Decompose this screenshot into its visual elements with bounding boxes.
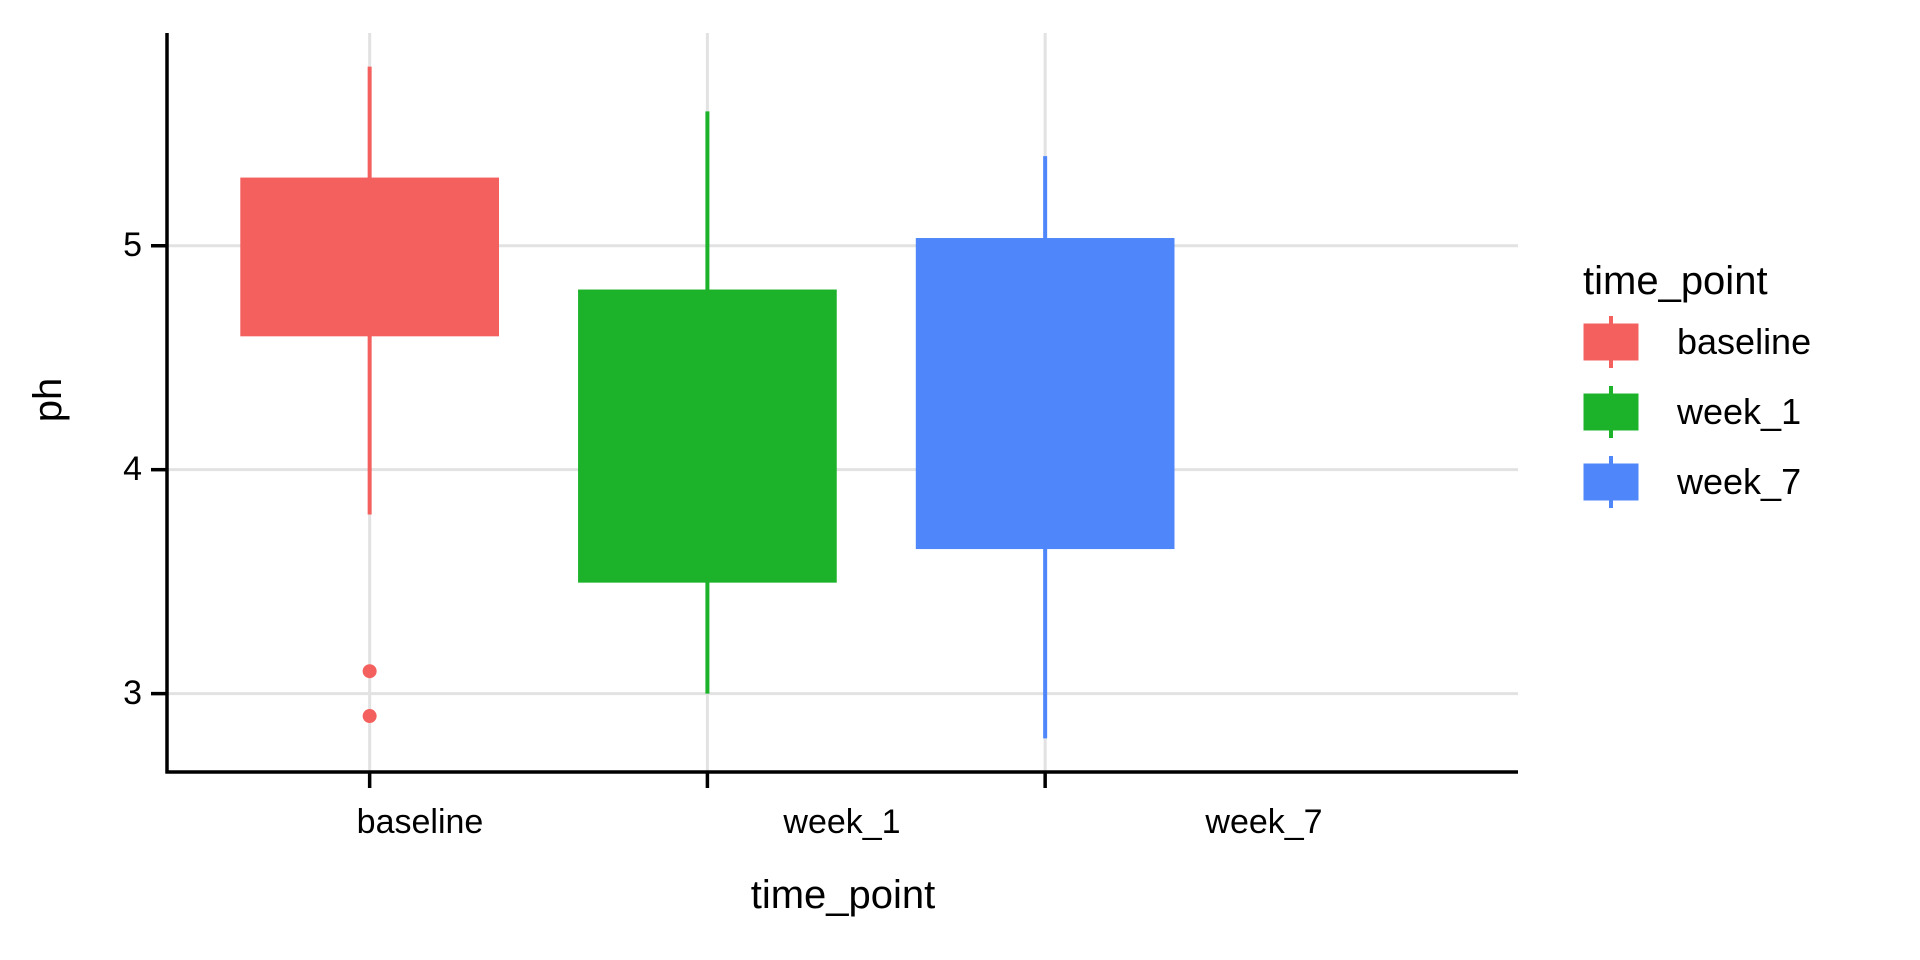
- legend-title: time_point: [1583, 259, 1768, 303]
- legend-item-baseline: baseline: [1583, 307, 1913, 377]
- x-tick-label-week-1: week_1: [783, 803, 901, 841]
- boxplot-key-icon: [1583, 386, 1639, 438]
- outlier-baseline-3.1: [362, 664, 377, 679]
- boxplot-key-icon: [1583, 316, 1639, 368]
- x-tick-label-baseline: baseline: [356, 803, 484, 841]
- box-week_1: [578, 289, 837, 583]
- outlier-baseline-2.9: [362, 709, 377, 724]
- y-axis-title: ph: [26, 377, 70, 423]
- x-axis-title: time_point: [750, 873, 936, 917]
- legend-label-week-7: week_7: [1677, 461, 1802, 502]
- legend-label-baseline: baseline: [1677, 321, 1812, 362]
- boxplot-key-icon: [1583, 456, 1639, 508]
- legend-item-week-1: week_1: [1583, 377, 1913, 447]
- y-tick-label-4: 4: [123, 450, 142, 488]
- x-tick-label-week-7: week_7: [1205, 803, 1323, 841]
- legend: time_point baseline week_1 week_7: [1583, 255, 1913, 517]
- box-baseline: [240, 177, 499, 337]
- box-week_7: [915, 238, 1175, 550]
- y-tick-label-5: 5: [123, 226, 142, 264]
- y-tick-label-3: 3: [123, 674, 142, 712]
- legend-item-week-7: week_7: [1583, 447, 1913, 517]
- legend-label-week-1: week_1: [1677, 391, 1802, 432]
